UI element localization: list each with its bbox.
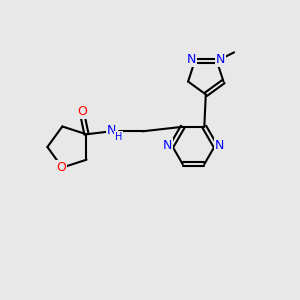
Text: N: N	[163, 139, 172, 152]
Text: N: N	[107, 124, 116, 137]
Text: N: N	[187, 53, 196, 66]
Text: H: H	[115, 132, 122, 142]
Text: O: O	[56, 161, 66, 174]
Text: N: N	[215, 139, 224, 152]
Text: O: O	[77, 105, 87, 118]
Text: N: N	[216, 53, 225, 66]
